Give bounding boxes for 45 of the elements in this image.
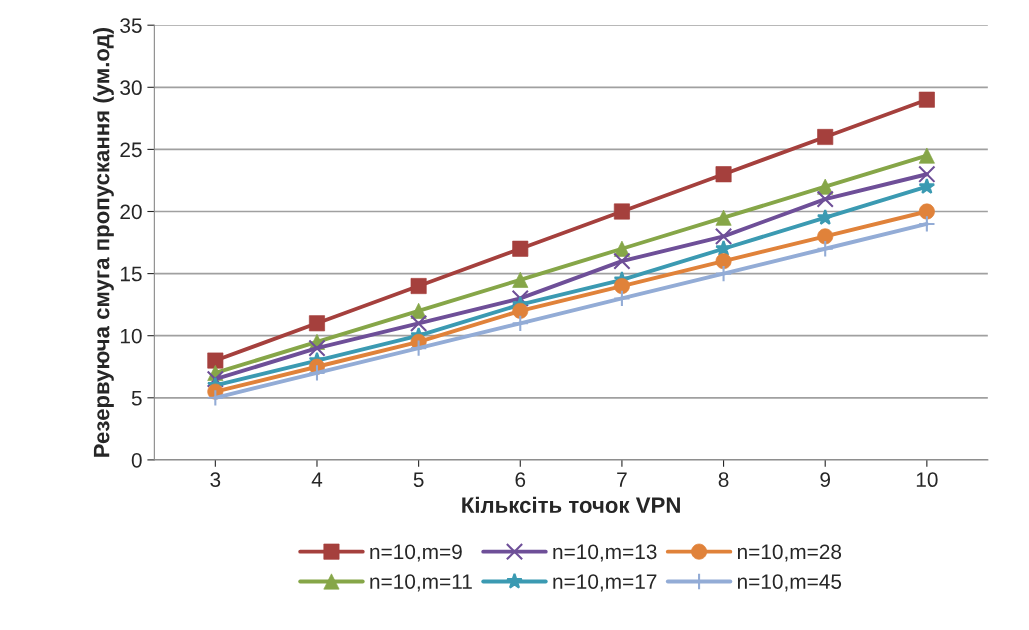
point bbox=[816, 190, 834, 208]
y-tick-label: 30 bbox=[120, 80, 142, 96]
point bbox=[714, 227, 733, 246]
y-tick-label: 0 bbox=[131, 452, 142, 468]
point bbox=[511, 314, 529, 332]
point bbox=[918, 165, 936, 183]
point bbox=[206, 389, 225, 407]
x-tick-label: 6 bbox=[515, 472, 526, 488]
x-tick-label: 3 bbox=[210, 472, 221, 488]
y-tick-label: 35 bbox=[120, 18, 142, 33]
point bbox=[918, 215, 936, 233]
legend-label: n=10,m=28 bbox=[737, 544, 842, 562]
y-tick-label: 10 bbox=[120, 328, 142, 344]
point bbox=[308, 339, 326, 357]
legend-label: n=10,m=17 bbox=[553, 574, 657, 592]
point bbox=[918, 177, 936, 194]
point bbox=[511, 289, 529, 308]
point bbox=[613, 252, 631, 270]
point bbox=[714, 264, 733, 283]
point bbox=[410, 278, 427, 295]
x-tick-label: 10 bbox=[916, 472, 938, 488]
legend-label: n=10,m=11 bbox=[370, 574, 472, 592]
y-axis-title: Резервуюча смуга пропускання (ум.од) bbox=[93, 27, 114, 457]
point bbox=[715, 240, 732, 256]
x-axis-title: Кільксіть точок VPN bbox=[462, 496, 680, 513]
point bbox=[816, 209, 834, 225]
y-tick-label: 20 bbox=[120, 204, 142, 220]
y-tick-label: 5 bbox=[131, 391, 142, 406]
y-tick-label: 25 bbox=[120, 142, 142, 158]
point bbox=[206, 370, 225, 388]
point bbox=[308, 315, 325, 332]
point bbox=[816, 240, 834, 258]
x-tick-label: 4 bbox=[311, 472, 323, 487]
point bbox=[409, 339, 428, 357]
x-tick-label: 9 bbox=[820, 472, 831, 488]
legend-label: n=10,m=13 bbox=[553, 544, 657, 562]
point bbox=[613, 289, 631, 308]
y-tick-label: 15 bbox=[120, 266, 142, 282]
point bbox=[308, 364, 326, 382]
x-tick-label: 8 bbox=[718, 472, 729, 488]
point bbox=[409, 314, 428, 332]
legend-label: n=10,m=9 bbox=[370, 544, 462, 562]
x-tick-label: 5 bbox=[413, 472, 424, 488]
legend-label: n=10,m=45 bbox=[737, 574, 842, 592]
x-tick-label: 7 bbox=[617, 472, 627, 487]
